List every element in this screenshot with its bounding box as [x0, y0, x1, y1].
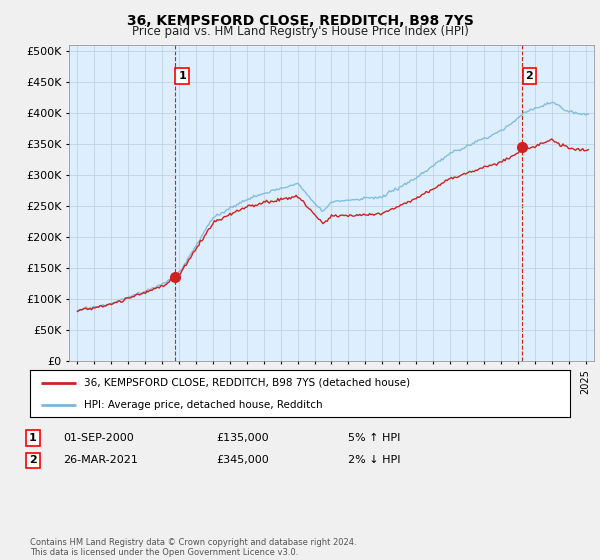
Text: 01-SEP-2000: 01-SEP-2000 — [63, 433, 134, 443]
Text: £345,000: £345,000 — [216, 455, 269, 465]
Text: 36, KEMPSFORD CLOSE, REDDITCH, B98 7YS (detached house): 36, KEMPSFORD CLOSE, REDDITCH, B98 7YS (… — [84, 378, 410, 388]
Text: 36, KEMPSFORD CLOSE, REDDITCH, B98 7YS: 36, KEMPSFORD CLOSE, REDDITCH, B98 7YS — [127, 14, 473, 28]
Text: 26-MAR-2021: 26-MAR-2021 — [63, 455, 138, 465]
Text: 1: 1 — [29, 433, 37, 443]
Text: 2: 2 — [29, 455, 37, 465]
Text: Price paid vs. HM Land Registry's House Price Index (HPI): Price paid vs. HM Land Registry's House … — [131, 25, 469, 38]
Text: Contains HM Land Registry data © Crown copyright and database right 2024.
This d: Contains HM Land Registry data © Crown c… — [30, 538, 356, 557]
Text: 1: 1 — [178, 71, 186, 81]
Text: 2: 2 — [526, 71, 533, 81]
Text: 2% ↓ HPI: 2% ↓ HPI — [348, 455, 401, 465]
Text: £135,000: £135,000 — [216, 433, 269, 443]
Text: HPI: Average price, detached house, Redditch: HPI: Average price, detached house, Redd… — [84, 400, 323, 410]
Text: 5% ↑ HPI: 5% ↑ HPI — [348, 433, 400, 443]
